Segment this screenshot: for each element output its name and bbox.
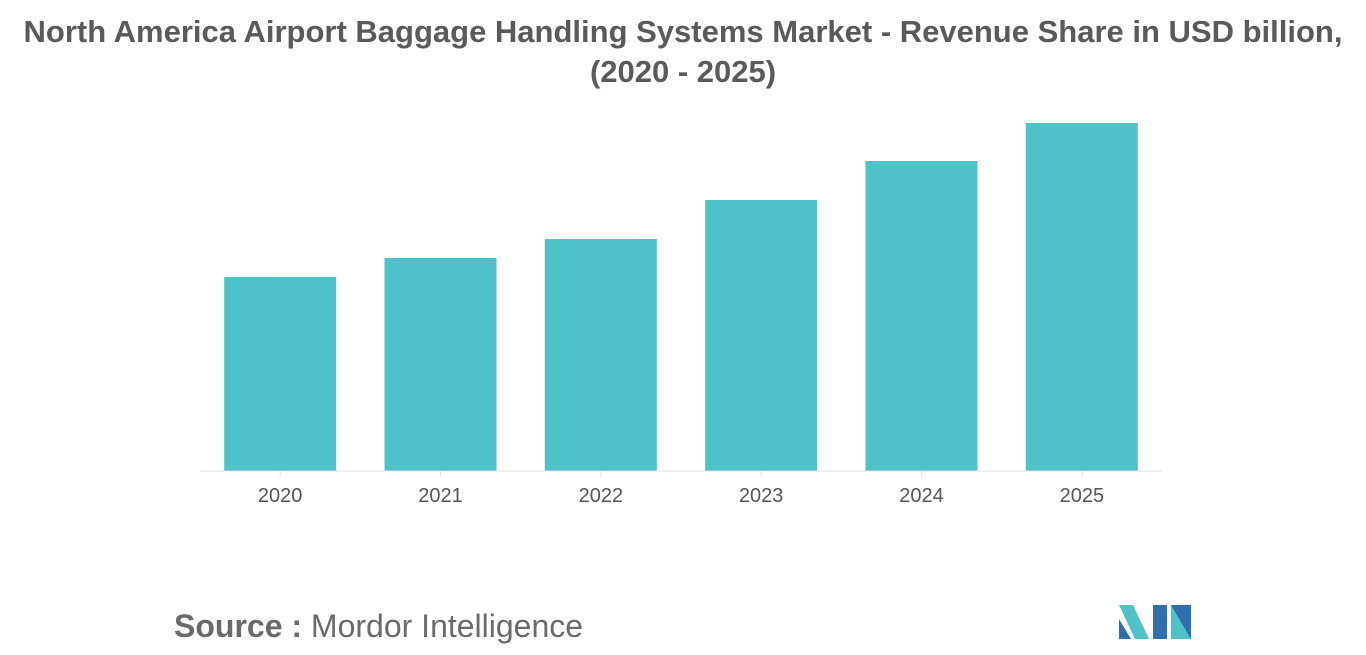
x-tick-label-2020: 2020 [258, 485, 303, 507]
source-note: Source : Mordor Intelligence [174, 606, 583, 646]
bar-2020 [224, 277, 337, 471]
x-tick-label-2025: 2025 [1060, 485, 1105, 507]
logo-shape-left-base [1119, 619, 1131, 639]
bar-2021 [384, 258, 497, 471]
bar-2025 [1025, 123, 1138, 471]
chart-title: North America Airport Baggage Handling S… [23, 14, 1343, 49]
bar-2022 [544, 239, 657, 471]
bars-group [224, 123, 1138, 471]
mordor-intelligence-logo-icon [1119, 605, 1191, 639]
logo-shape-middle [1153, 605, 1167, 639]
source-label: Source : [174, 608, 303, 644]
x-tick-label-2022: 2022 [579, 485, 624, 507]
logo-shape-left [1119, 605, 1149, 639]
source-text: Mordor Intelligence [310, 608, 584, 644]
x-tick-label-2021: 2021 [418, 485, 463, 507]
chart-title-block: North America Airport Baggage Handling S… [0, 12, 1366, 92]
x-axis-ticks: 2020 2021 2022 2023 2024 2025 [200, 470, 1162, 507]
x-tick-label-2024: 2024 [899, 485, 944, 507]
logo-shape-right-accent [1171, 605, 1191, 639]
bar-2023 [705, 200, 818, 471]
chart-subtitle: (2020 - 2025) [589, 54, 777, 89]
x-tick-label-2023: 2023 [739, 485, 784, 507]
bar-2024 [865, 161, 978, 471]
